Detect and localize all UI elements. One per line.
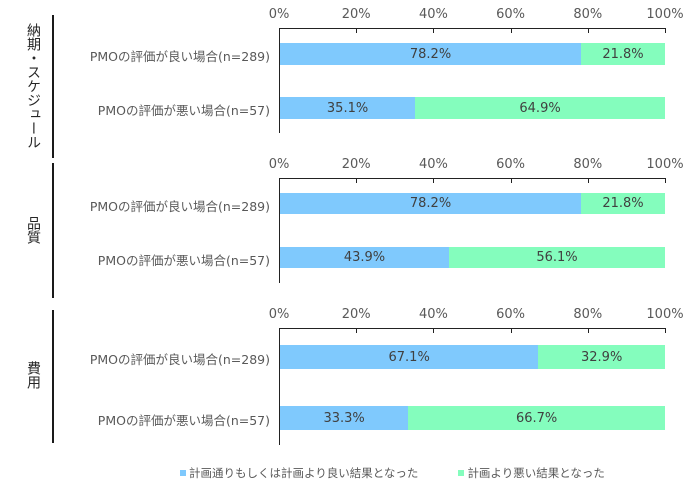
- x-tick-label: 40%: [418, 7, 448, 22]
- bar-segment-bad: 21.8%: [581, 193, 665, 214]
- x-tick-mark: [665, 328, 666, 333]
- stacked-bar: 78.2% 21.8%: [280, 193, 665, 214]
- x-tick-label: 80%: [573, 307, 603, 322]
- bar-segment-bad: 32.9%: [538, 345, 665, 369]
- x-tick-label: 20%: [341, 7, 371, 22]
- x-tick-label: 80%: [573, 7, 603, 22]
- bar-segment-bad: 64.9%: [415, 97, 665, 119]
- x-tick-label: 40%: [418, 307, 448, 322]
- x-tick-mark: [511, 178, 512, 183]
- x-tick-mark: [588, 28, 589, 33]
- x-tick-mark: [588, 328, 589, 333]
- group-divider-schedule: [52, 15, 54, 158]
- legend-swatch-bad: [458, 470, 465, 476]
- x-tick-mark: [433, 178, 434, 183]
- group-divider-cost: [52, 310, 54, 443]
- stacked-bar: 43.9% 56.1%: [280, 247, 665, 268]
- x-axis-line: [279, 178, 665, 179]
- legend-swatch-good: [180, 470, 186, 476]
- category-label: PMOの評価が良い場合(n=289): [89, 49, 270, 64]
- group-label-cost: 費用: [25, 361, 41, 389]
- stacked-bar: 78.2% 21.8%: [280, 43, 665, 65]
- x-tick-mark: [433, 328, 434, 333]
- x-tick-mark: [665, 28, 666, 33]
- x-tick-label: 0%: [268, 157, 290, 172]
- group-label-schedule: 納期・スケジュール: [25, 23, 41, 149]
- x-tick-label: 100%: [646, 307, 684, 322]
- chart-legend: 計画通りもしくは計画より良い結果となった 計画より悪い結果となった: [180, 465, 605, 481]
- y-axis-line: [279, 328, 280, 445]
- x-tick-mark: [588, 178, 589, 183]
- x-tick-mark: [665, 178, 666, 183]
- x-tick-mark: [356, 328, 357, 333]
- legend-label-bad: 計画より悪い結果となった: [467, 466, 605, 480]
- y-axis-line: [279, 28, 280, 133]
- x-tick-label: 100%: [646, 157, 684, 172]
- legend-item-good: 計画通りもしくは計画より良い結果となった: [180, 465, 418, 481]
- category-label: PMOの評価が悪い場合(n=57): [97, 252, 270, 268]
- x-tick-mark: [356, 28, 357, 33]
- category-label: PMOの評価が良い場合(n=289): [89, 352, 270, 367]
- stacked-bar: 35.1% 64.9%: [280, 97, 665, 119]
- y-axis-line: [279, 178, 280, 283]
- x-tick-label: 0%: [268, 307, 290, 322]
- bar-segment-good: 78.2%: [280, 193, 582, 214]
- x-axis-line: [279, 28, 665, 29]
- bar-segment-bad: 56.1%: [449, 247, 665, 268]
- x-tick-label: 100%: [646, 7, 684, 22]
- bar-segment-good: 78.2%: [280, 43, 582, 65]
- category-label: PMOの評価が良い場合(n=289): [89, 198, 270, 214]
- x-tick-mark: [356, 178, 357, 183]
- bar-segment-good: 67.1%: [280, 345, 539, 369]
- group-label-quality: 品質: [25, 216, 41, 244]
- x-tick-label: 80%: [573, 157, 603, 172]
- x-tick-label: 40%: [418, 157, 448, 172]
- bar-segment-good: 35.1%: [280, 97, 416, 119]
- x-tick-label: 0%: [268, 7, 290, 22]
- stacked-bar: 33.3% 66.7%: [280, 406, 665, 430]
- bar-segment-good: 33.3%: [280, 406, 409, 430]
- legend-item-bad: 計画より悪い結果となった: [458, 465, 605, 481]
- category-label: PMOの評価が悪い場合(n=57): [97, 103, 270, 118]
- x-tick-mark: [511, 328, 512, 333]
- x-tick-label: 60%: [496, 157, 526, 172]
- group-divider-quality: [52, 163, 54, 298]
- x-tick-label: 20%: [341, 157, 371, 172]
- bar-segment-good: 43.9%: [280, 247, 449, 268]
- x-tick-label: 60%: [496, 7, 526, 22]
- legend-label-good: 計画通りもしくは計画より良い結果となった: [189, 466, 419, 480]
- bar-segment-bad: 21.8%: [581, 43, 665, 65]
- x-tick-mark: [433, 28, 434, 33]
- x-tick-mark: [511, 28, 512, 33]
- x-tick-label: 20%: [341, 307, 371, 322]
- x-axis-line: [279, 328, 665, 329]
- stacked-bar: 67.1% 32.9%: [280, 345, 665, 369]
- category-label: PMOの評価が悪い場合(n=57): [97, 413, 270, 428]
- bar-segment-bad: 66.7%: [408, 406, 665, 430]
- x-tick-label: 60%: [496, 307, 526, 322]
